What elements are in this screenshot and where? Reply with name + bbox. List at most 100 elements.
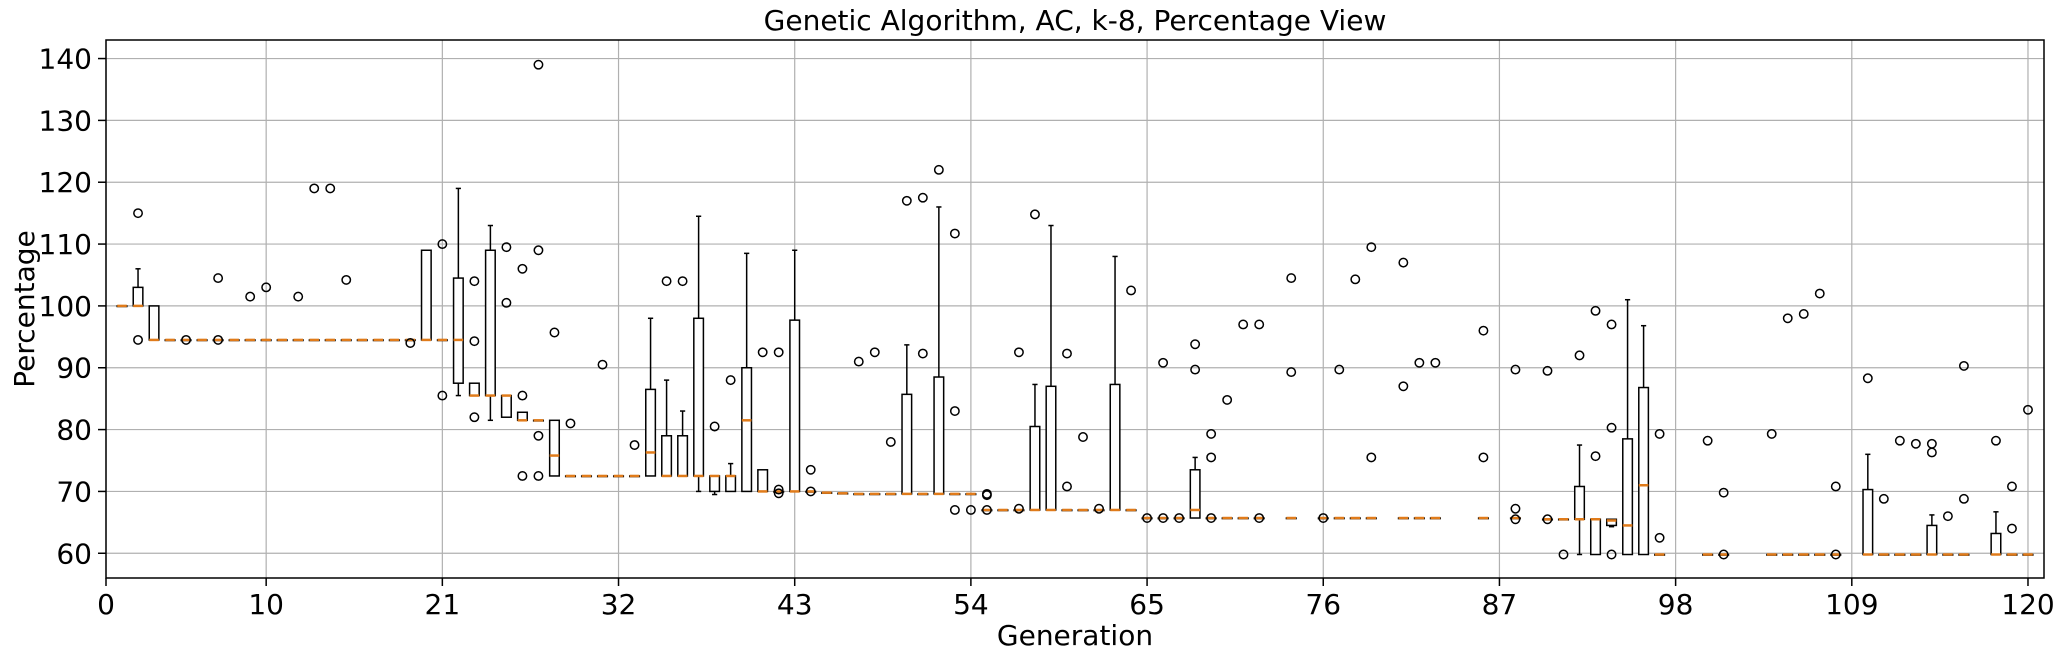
box: [1589, 518, 1602, 556]
box-generation-108: [1830, 481, 1842, 560]
outlier-point: [949, 505, 960, 515]
box-generation-23: [468, 276, 480, 423]
box-generation-101: [1718, 487, 1730, 560]
box-generation-4: [164, 338, 176, 342]
outlier-point: [469, 336, 480, 347]
x-tick-label: 10: [248, 588, 284, 621]
box: [1990, 532, 2002, 556]
box-generation-44: [805, 464, 817, 497]
outlier-point: [533, 471, 544, 481]
outlier-point: [1942, 511, 1953, 522]
box: [1109, 383, 1121, 511]
box-generation-71: [1237, 319, 1249, 520]
outlier-point: [1654, 428, 1665, 439]
outlier-point: [1926, 438, 1937, 449]
outlier-point: [469, 412, 480, 423]
box-generation-111: [1878, 493, 1890, 556]
outlier-point: [1766, 428, 1777, 439]
box-generation-74: [1285, 273, 1297, 520]
y-tick-label: 90: [56, 352, 92, 385]
outlier-point: [869, 347, 880, 358]
x-tick-label: 21: [425, 588, 461, 621]
box: [901, 393, 913, 495]
box-generation-88: [1509, 364, 1522, 525]
y-tick-label: 70: [56, 475, 92, 508]
x-tick-label: 65: [1129, 588, 1165, 621]
box: [132, 286, 144, 307]
box-generation-40: [741, 252, 753, 493]
box: [452, 277, 464, 384]
box-generation-30: [580, 474, 593, 478]
box-generation-79: [1365, 242, 1377, 520]
outlier-point: [213, 273, 224, 284]
outlier-point: [1542, 514, 1553, 525]
box-generation-48: [869, 347, 881, 496]
outlier-point: [213, 334, 224, 345]
box: [741, 366, 753, 493]
y-tick-label: 140: [39, 43, 92, 76]
outlier-point: [1286, 273, 1297, 284]
box: [1573, 485, 1586, 521]
outlier-point: [1238, 319, 1249, 330]
outlier-point: [1991, 435, 2001, 446]
box-generation-46: [837, 492, 849, 495]
box-generation-69: [1205, 428, 1217, 523]
outlier-point: [1798, 308, 1809, 319]
outlier-point: [517, 263, 528, 274]
outlier-point: [1878, 493, 1889, 504]
box-generation-94: [1606, 319, 1618, 560]
outlier-point: [1510, 364, 1521, 375]
box-generation-67: [1173, 513, 1185, 523]
box-generation-92: [1573, 350, 1586, 556]
box-generation-52: [933, 164, 945, 496]
box-generation-28: [548, 327, 561, 477]
box-generation-83: [1429, 357, 1441, 520]
box-generation-100: [1702, 435, 1714, 556]
outlier-point: [1558, 549, 1569, 560]
box-generation-2: [132, 208, 144, 345]
box: [725, 475, 737, 493]
y-tick-label: 120: [39, 166, 92, 199]
outlier-point: [325, 183, 336, 194]
outlier-point: [341, 274, 352, 285]
outlier-point: [1286, 367, 1297, 378]
outlier-point: [1062, 348, 1072, 359]
outlier-point: [1702, 435, 1713, 446]
outlier-point: [853, 356, 864, 367]
outlier-point: [949, 406, 960, 416]
outlier-point: [773, 488, 784, 499]
box-generation-37: [693, 215, 705, 493]
outlier-point: [597, 359, 608, 370]
box-generation-26: [516, 263, 528, 481]
box-generation-14: [324, 183, 336, 342]
outlier-point: [533, 430, 544, 441]
box-generation-43: [789, 249, 801, 493]
box-generation-12: [292, 291, 304, 342]
box-generation-17: [372, 338, 384, 342]
outlier-point: [1958, 360, 1969, 371]
outlier-point: [1590, 451, 1601, 462]
y-tick-label: 60: [56, 537, 92, 570]
box: [693, 317, 705, 477]
outlier-point: [949, 228, 960, 239]
box-generation-115: [1942, 511, 1954, 556]
box-generation-91: [1557, 518, 1570, 560]
box-generation-106: [1798, 308, 1810, 556]
outlier-point: [1366, 452, 1377, 463]
outlier-point: [1334, 364, 1345, 375]
outlier-point: [293, 291, 304, 302]
outlier-point: [1254, 513, 1265, 523]
outlier-point: [1862, 373, 1873, 384]
box: [1926, 524, 1938, 556]
box-generation-16: [356, 338, 368, 342]
outlier-point: [1398, 257, 1409, 268]
outlier-point: [1718, 549, 1729, 560]
box-generation-53: [949, 228, 961, 515]
outlier-point: [981, 505, 992, 515]
outlier-point: [1206, 513, 1217, 523]
box-generation-54: [965, 492, 977, 515]
box-generation-22: [452, 187, 464, 397]
box-generation-93: [1589, 305, 1602, 556]
box-generation-27: [532, 59, 544, 481]
